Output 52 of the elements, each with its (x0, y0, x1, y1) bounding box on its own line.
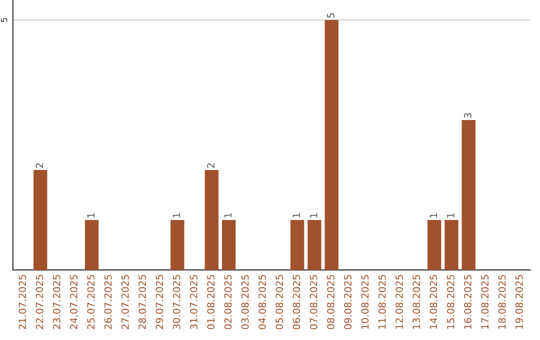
x-tick-label: 15.08.2025 (446, 274, 454, 329)
data-label: 1 (87, 213, 94, 218)
x-tick-label: 14.08.2025 (430, 274, 438, 329)
x-tick-label: 17.08.2025 (481, 274, 489, 329)
data-label: 2 (36, 163, 44, 168)
x-tick-label: 23.07.2025 (52, 274, 60, 330)
x-tick-label: 31.07.2025 (190, 274, 198, 330)
x-tick-label: 08.08.2025 (327, 274, 334, 330)
x-tick-label: 24.07.2025 (70, 274, 78, 330)
x-tick-label: 18.08.2025 (498, 274, 506, 329)
x-tick-label: 04.08.2025 (258, 274, 266, 330)
data-label: 1 (292, 213, 300, 218)
x-tick-label: 03.08.2025 (241, 274, 249, 330)
data-label: 1 (430, 213, 438, 218)
x-tick-label: 30.07.2025 (172, 274, 180, 330)
x-tick-label: 02.08.2025 (224, 274, 232, 330)
x-tick-label: 27.07.2025 (121, 274, 129, 330)
x-tick-label: 09.08.2025 (344, 274, 352, 330)
bar (462, 120, 476, 270)
bar (324, 20, 338, 270)
x-tick-label: 26.07.2025 (104, 274, 112, 330)
bar (308, 220, 322, 270)
x-tick-label: 13.08.2025 (412, 274, 420, 329)
x-tick-label: 25.07.2025 (87, 274, 95, 330)
bar (170, 220, 184, 270)
x-tick-label: 19.08.2025 (515, 274, 523, 329)
bar (222, 220, 236, 270)
bar (204, 170, 219, 270)
x-tick-label: 10.08.2025 (361, 274, 369, 329)
x-tick-label: 16.08.2025 (464, 274, 472, 329)
bar (290, 220, 304, 270)
x-tick-label: 05.08.2025 (276, 274, 284, 330)
bar (34, 170, 48, 270)
data-label: 2 (207, 163, 214, 168)
x-tick-label: 07.08.2025 (310, 274, 318, 330)
x-tick-label: 12.08.2025 (396, 274, 403, 329)
x-tick-label: 11.08.2025 (378, 274, 386, 329)
data-label: 1 (310, 213, 318, 218)
data-label: 1 (224, 213, 232, 218)
data-label: 3 (464, 113, 472, 118)
x-tick-label: 21.07.2025 (18, 274, 26, 330)
bar (444, 220, 458, 270)
x-tick-label: 22.07.2025 (36, 274, 44, 330)
bar (428, 220, 442, 270)
x-tick-label: 29.07.2025 (156, 274, 164, 330)
bar (84, 220, 99, 270)
x-tick-label: 28.07.2025 (138, 274, 146, 330)
data-label: 1 (173, 213, 180, 218)
x-tick-label: 01.08.2025 (207, 274, 214, 330)
data-label: 1 (447, 213, 454, 218)
data-label: 5 (327, 13, 334, 18)
x-tick-label: 06.08.2025 (292, 274, 300, 330)
